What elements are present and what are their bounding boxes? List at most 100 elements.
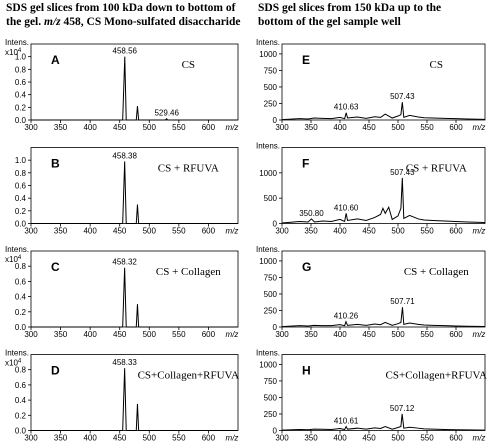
sample-label: CS + Collagen [156,266,221,278]
x-tick-label: 500 [143,123,157,132]
y-tick-label: 0.6 [15,381,27,390]
y-tick-label: 500 [264,290,278,299]
spectrum-line [281,177,486,224]
header-segment: 458, CS Mono-sulfated disaccharide [61,16,241,28]
y-scale-label: x104 [5,359,22,368]
spectrum-line [31,56,238,121]
x-tick-label: 350 [304,227,318,236]
sample-label: CS + RFUVA [158,163,219,175]
y-tick-label: 0.8 [15,262,27,271]
x-tick-label: 500 [143,330,157,339]
y-tick-label: 0.2 [15,103,27,112]
sample-label: CS+Collagen+RFUVA [386,370,488,382]
x-tick-label: 400 [333,227,347,236]
spectrum-line [31,161,238,224]
sample-label: CS [182,59,195,71]
x-tick-label: 300 [24,123,38,132]
header-segment: SDS gel slices from 100 kDa down to bott… [6,2,236,14]
peak-label: 410.60 [334,203,359,212]
x-tick-label: 350 [304,330,318,339]
y-tick-label: 0.2 [15,207,27,216]
sample-label: CS+Collagen+RFUVA [138,370,240,382]
y-tick-label: 1.0 [15,156,27,165]
x-tick-label: 550 [420,123,434,132]
x-tick-label: 550 [172,330,186,339]
spectrum-line [281,102,486,121]
header: the gel. m/z 458, CS Mono-sulfated disac… [6,16,241,28]
x-tick-label: 400 [83,227,97,236]
y-scale-exponent: 4 [18,48,22,54]
peak-label: 507.71 [390,297,415,306]
plot-frame [281,147,486,224]
x-tick-label: 600 [202,434,216,443]
peak-label: 458.32 [112,258,137,267]
plot-frame [281,43,486,121]
y-tick-label: 250 [264,306,278,315]
x-tick-label: 500 [143,434,157,443]
y-tick-label: 0 [273,427,278,436]
x-tick-label: 600 [449,330,463,339]
x-tick-label: 600 [202,227,216,236]
x-tick-label: 500 [391,123,405,132]
x-tick-label: 400 [333,123,347,132]
peak-label: 507.43 [390,168,415,177]
x-axis-label: m/z [226,330,239,339]
x-tick-label: 350 [54,434,68,443]
header: bottom of the gel sample well [258,16,401,28]
x-axis-label: m/z [473,330,486,339]
y-axis-label: Intens. [5,38,29,47]
y-tick-label: 500 [264,393,278,402]
x-tick-label: 450 [113,227,127,236]
x-tick-label: 600 [449,434,463,443]
x-tick-label: 600 [202,330,216,339]
x-tick-label: 350 [54,227,68,236]
x-tick-label: 350 [304,123,318,132]
spectrum-line [281,307,486,328]
sample-label: CS + Collagen [404,266,469,278]
header: SDS gel slices from 150 kDa up to the [258,2,441,14]
peak-label: 507.12 [390,404,415,413]
x-axis-label: m/z [226,123,239,132]
y-axis-label: Intens. [256,349,280,358]
panel-letter: C [51,260,60,274]
y-tick-label: 0.4 [15,396,27,405]
panel-letter: F [302,157,309,171]
x-tick-label: 300 [275,123,289,132]
y-scale-base: x10 [5,255,18,264]
x-tick-label: 300 [24,330,38,339]
x-axis-label: m/z [226,227,239,236]
y-tick-label: 0 [273,116,278,125]
y-tick-label: 0.4 [15,194,27,203]
x-tick-label: 500 [391,434,405,443]
x-tick-label: 500 [391,227,405,236]
spectrum-line [281,413,486,431]
x-tick-label: 600 [449,227,463,236]
x-tick-label: 550 [420,227,434,236]
x-tick-label: 450 [362,227,376,236]
y-axis-label: Intens. [5,349,29,358]
y-tick-label: 0.2 [15,308,27,317]
plot-frame [281,354,486,431]
y-axis-label: Intens. [256,38,280,47]
x-tick-label: 600 [449,123,463,132]
x-tick-label: 550 [172,434,186,443]
x-tick-label: 550 [172,227,186,236]
peak-label: 458.38 [112,151,137,160]
y-scale-exponent: 4 [18,255,22,261]
y-tick-label: 0.4 [15,293,27,302]
panel-letter: H [302,364,311,378]
y-tick-label: 250 [264,99,278,108]
y-tick-label: 1000 [259,50,277,59]
y-tick-label: 1.0 [15,53,27,62]
y-scale-exponent: 4 [18,359,22,365]
y-tick-label: 1000 [259,257,277,266]
x-tick-label: 450 [113,330,127,339]
y-tick-label: 0.6 [15,277,27,286]
x-tick-label: 450 [362,434,376,443]
y-scale-label: x104 [5,255,22,264]
x-tick-label: 550 [420,330,434,339]
x-tick-label: 350 [54,123,68,132]
y-tick-label: 0.2 [15,411,27,420]
x-tick-label: 300 [275,330,289,339]
y-tick-label: 750 [264,66,278,75]
